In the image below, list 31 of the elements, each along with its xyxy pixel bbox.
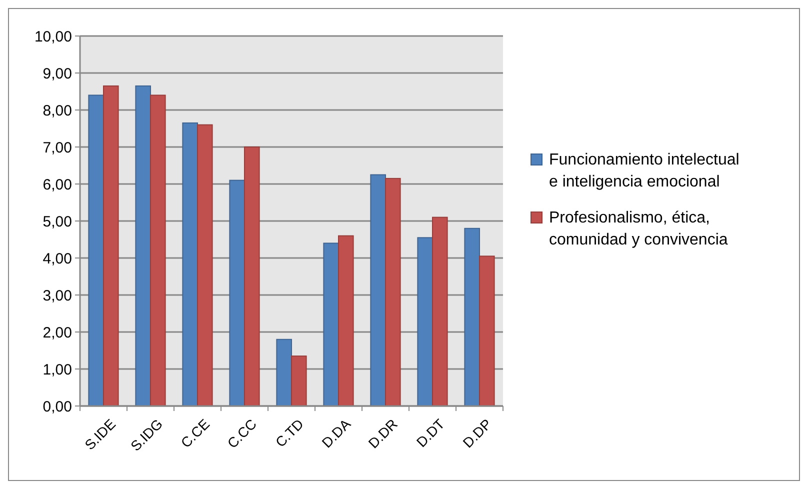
legend-label: Profesionalismo, ética, comunidad y convivencia [549,210,728,249]
bar [150,94,166,406]
y-tick-label: 1,00 [42,361,72,378]
y-tick-label: 6,00 [42,176,72,194]
y-tick-label: 7,00 [42,139,72,156]
bar [432,216,448,406]
bar [338,235,354,406]
bar [323,242,339,406]
bar [197,124,213,406]
legend-label: Funcionamiento intelectual e inteligencia emocional [549,152,740,191]
bar [370,174,386,406]
y-tick-label: 9,00 [42,65,72,82]
bar [276,338,292,406]
bar [182,122,198,406]
bar [103,85,119,406]
y-tick-label: 0,00 [42,398,72,416]
bar [135,85,151,406]
y-tick-label: 10,00 [34,28,72,46]
bar [385,178,401,406]
bar [417,237,433,406]
bar [464,228,480,406]
bar [291,356,307,406]
y-tick-label: 2,00 [42,324,72,342]
y-tick-label: 3,00 [42,287,72,304]
y-tick-label: 4,00 [42,250,72,268]
bar [229,180,245,406]
y-tick-label: 8,00 [42,102,72,120]
y-tick-label: 5,00 [42,213,72,230]
bar [88,94,104,406]
bar [244,146,260,406]
bar [479,256,495,406]
